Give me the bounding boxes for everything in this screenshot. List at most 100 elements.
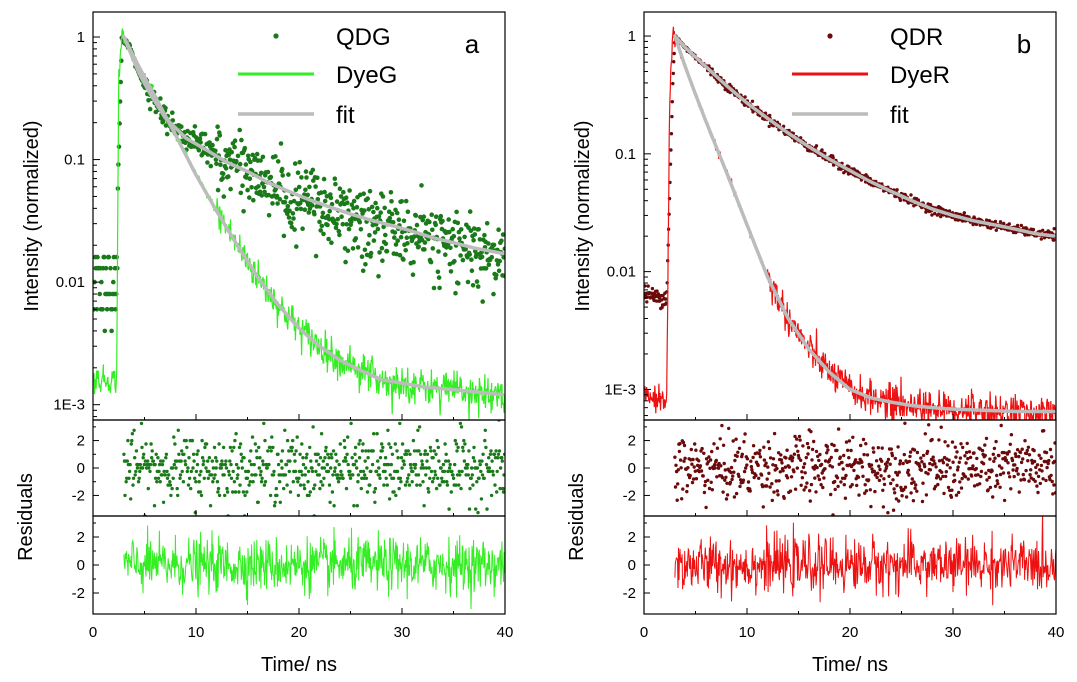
residual-point — [479, 497, 484, 501]
residual-point — [153, 476, 158, 480]
residual-point — [147, 466, 151, 470]
residual-point — [237, 445, 242, 450]
residual-point — [268, 445, 272, 450]
residual-point — [800, 470, 804, 474]
residual-point — [169, 493, 173, 498]
residual-point — [495, 490, 499, 494]
residual-point — [500, 456, 504, 460]
data-point — [371, 238, 377, 243]
data-point — [419, 183, 424, 188]
residual-point — [1006, 471, 1011, 475]
residual-point — [741, 478, 746, 482]
data-point — [292, 161, 298, 166]
residual-point — [706, 460, 710, 464]
residual-point — [138, 462, 142, 467]
residual-point — [170, 486, 174, 491]
residual-point — [413, 462, 418, 467]
residual-point — [992, 459, 996, 463]
residual-point — [927, 423, 931, 427]
residual-point — [399, 480, 403, 484]
data-point — [221, 194, 227, 199]
residual-point — [291, 480, 295, 484]
residual-point — [131, 476, 136, 480]
series-fit-line — [122, 35, 505, 397]
data-point — [158, 96, 163, 101]
data-point — [286, 172, 291, 177]
residual-point — [724, 475, 728, 479]
residual-point — [882, 482, 887, 487]
legend-label: QDR — [890, 24, 943, 51]
y-axis-label: Intensity (normalized) — [572, 120, 594, 311]
residual-point — [212, 445, 217, 450]
data-point — [501, 273, 505, 279]
residual-point — [126, 438, 130, 443]
residual-point — [177, 452, 181, 456]
residual-point — [949, 495, 954, 499]
data-point — [401, 257, 406, 262]
residual-point — [175, 486, 179, 491]
data-point — [299, 175, 304, 180]
residual-point — [1026, 459, 1030, 463]
residual-point — [245, 476, 250, 480]
residual-point — [168, 483, 173, 487]
x-tick-label: 0 — [640, 624, 648, 641]
residual-point — [1009, 487, 1013, 491]
residual-point — [292, 452, 297, 456]
residual-point — [809, 482, 814, 487]
residual-point — [690, 480, 695, 485]
residual-point — [161, 500, 166, 504]
residual-point — [699, 469, 704, 473]
residual-point — [318, 456, 323, 460]
residual-tick-label: 0 — [628, 460, 636, 477]
residual-point — [470, 466, 474, 470]
residual-point — [257, 445, 261, 450]
residual-point — [484, 462, 489, 467]
legend-label: DyeG — [336, 62, 397, 89]
residual-point — [268, 493, 273, 498]
residual-point — [1045, 465, 1049, 470]
residual-point — [1022, 478, 1027, 482]
data-point — [303, 187, 308, 193]
residual-point — [232, 445, 236, 450]
residual-point — [484, 445, 488, 450]
residual-point — [186, 466, 190, 470]
data-point — [471, 238, 476, 243]
residual-point — [198, 490, 203, 494]
residual-point — [928, 461, 932, 466]
residual-point — [403, 483, 408, 487]
data-point — [99, 279, 104, 285]
residual-point — [325, 462, 329, 467]
residual-point — [946, 485, 951, 490]
residual-point — [676, 468, 680, 472]
data-point — [108, 265, 113, 271]
residual-point — [691, 457, 695, 462]
residual-point — [805, 481, 809, 485]
residual-point — [844, 440, 849, 444]
data-point — [170, 110, 175, 115]
residual-point — [263, 438, 267, 443]
residual-point — [999, 423, 1003, 428]
data-point — [270, 201, 275, 206]
residual-point — [349, 421, 353, 426]
residual-point — [457, 483, 461, 487]
data-point — [482, 232, 487, 238]
residual-point — [475, 480, 479, 484]
residual-point — [406, 476, 410, 480]
residual-point — [436, 476, 440, 480]
residual-point — [704, 457, 709, 461]
residual-point — [250, 435, 255, 439]
data-point — [411, 259, 416, 265]
residual-point — [459, 425, 464, 429]
data-point — [383, 241, 389, 247]
data-point — [831, 156, 835, 160]
data-point — [650, 286, 655, 291]
data-point — [315, 197, 321, 202]
residual-point — [235, 476, 239, 480]
residual-point — [840, 460, 844, 465]
residual-point — [501, 486, 505, 491]
residual-point — [756, 463, 760, 468]
residual-point — [331, 473, 335, 477]
residual-point — [376, 459, 380, 463]
residual-point — [749, 459, 753, 463]
residual-point — [411, 469, 415, 474]
